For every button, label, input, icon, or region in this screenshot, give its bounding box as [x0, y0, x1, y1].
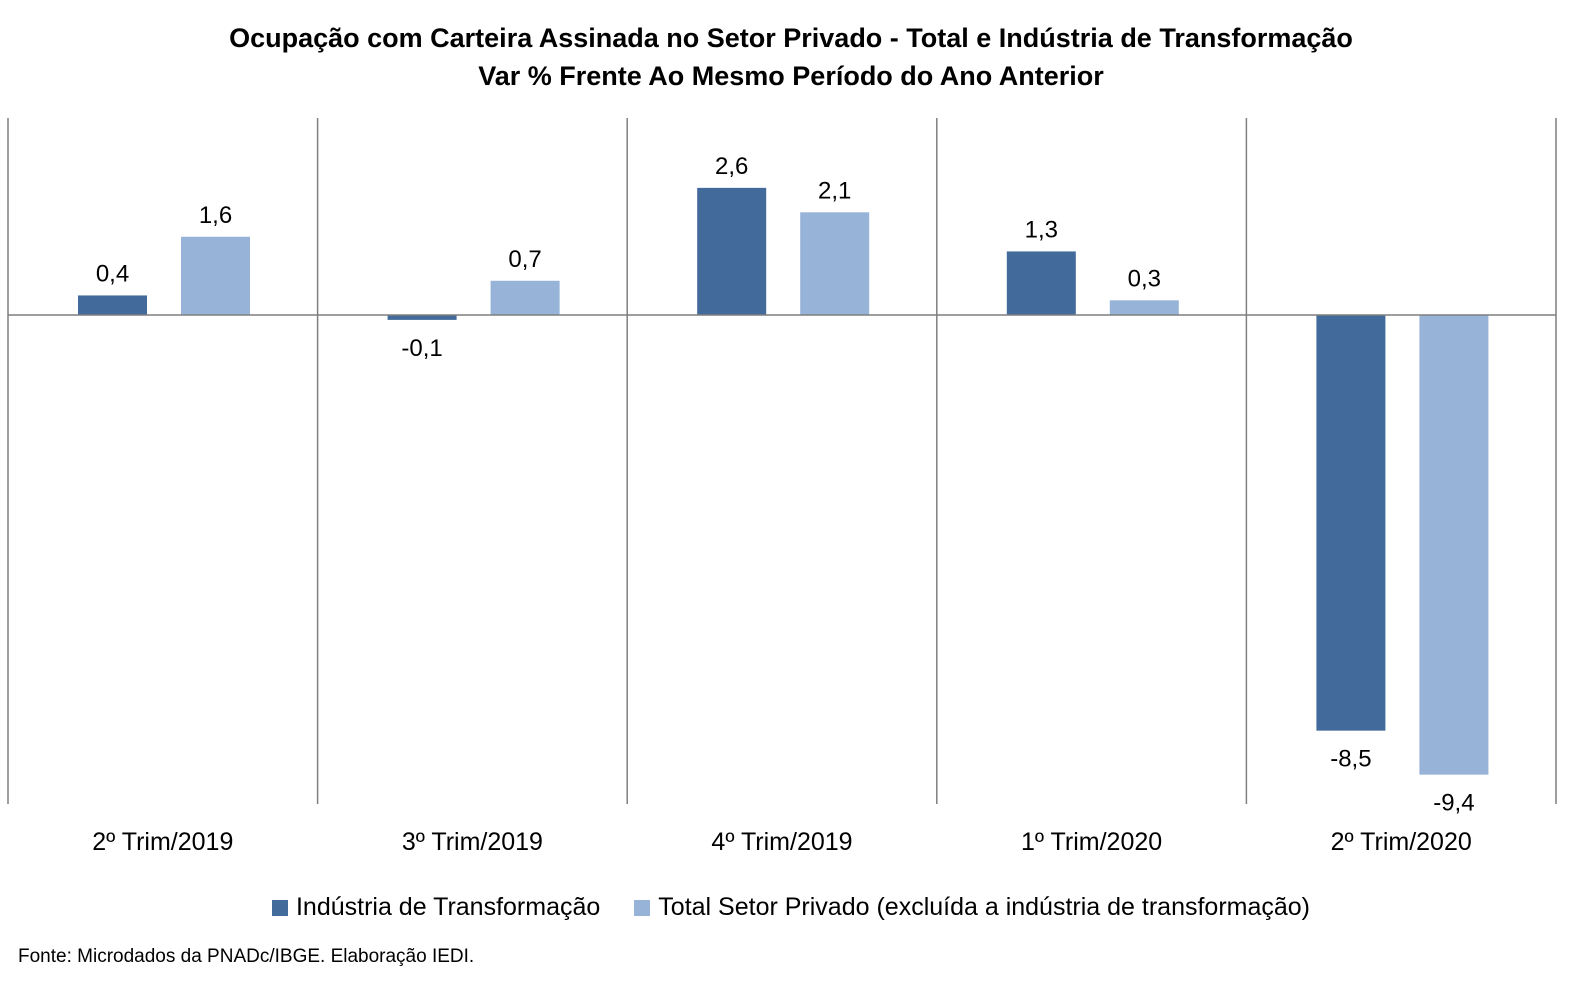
bar-industria-4	[1316, 315, 1386, 731]
bar-industria-1	[387, 315, 457, 320]
data-label: -9,4	[1433, 790, 1474, 817]
legend-swatch-total	[634, 899, 651, 916]
x-tick-label: 2º Trim/2020	[1331, 828, 1472, 856]
source-note: Fonte: Microdados da PNADc/IBGE. Elabora…	[18, 946, 475, 967]
data-label: -0,1	[401, 335, 442, 362]
data-label: 2,6	[715, 153, 748, 180]
data-label: 0,4	[96, 260, 129, 287]
chart-subtitle: Var % Frente Ao Mesmo Período do Ano Ant…	[478, 61, 1104, 91]
data-label: 0,7	[508, 246, 541, 273]
bar-industria-2	[697, 187, 767, 315]
bar-total-1	[490, 280, 560, 315]
data-label: -8,5	[1330, 746, 1371, 773]
data-label: 1,6	[199, 202, 232, 229]
legend-label-total: Total Setor Privado (excluída a indústri…	[658, 893, 1311, 921]
bar-chart: 0,4 -0,1 2,6 1,3 -8,5 1,6 0,7 2,1 0,3 -9,4 2º Trim…	[7, 118, 1557, 856]
data-label: 1,3	[1025, 216, 1058, 243]
data-label: 2,1	[818, 177, 851, 204]
chart-title: Ocupação com Carteira Assinada no Setor …	[229, 23, 1353, 53]
legend-swatch-industria	[271, 899, 288, 916]
legend-item-industria: Indústria de Transformação	[271, 893, 601, 922]
bar-total-2	[800, 212, 870, 315]
legend-label-industria: Indústria de Transformação	[295, 893, 601, 921]
data-label: 0,3	[1128, 265, 1161, 292]
bar-total-0	[181, 236, 250, 315]
x-tick-label: 2º Trim/2019	[92, 828, 233, 856]
bar-industria-3	[1006, 251, 1076, 315]
bar-total-3	[1109, 300, 1179, 315]
x-tick-label: 1º Trim/2020	[1021, 828, 1162, 856]
legend: Indústria de Transformação Total Setor P…	[0, 893, 1582, 922]
x-tick-label: 4º Trim/2019	[711, 828, 852, 856]
legend-item-total: Total Setor Privado (excluída a indústri…	[634, 893, 1310, 922]
x-tick-label: 3º Trim/2019	[402, 828, 543, 856]
bar-total-4	[1419, 315, 1489, 775]
bar-industria-0	[78, 295, 147, 315]
